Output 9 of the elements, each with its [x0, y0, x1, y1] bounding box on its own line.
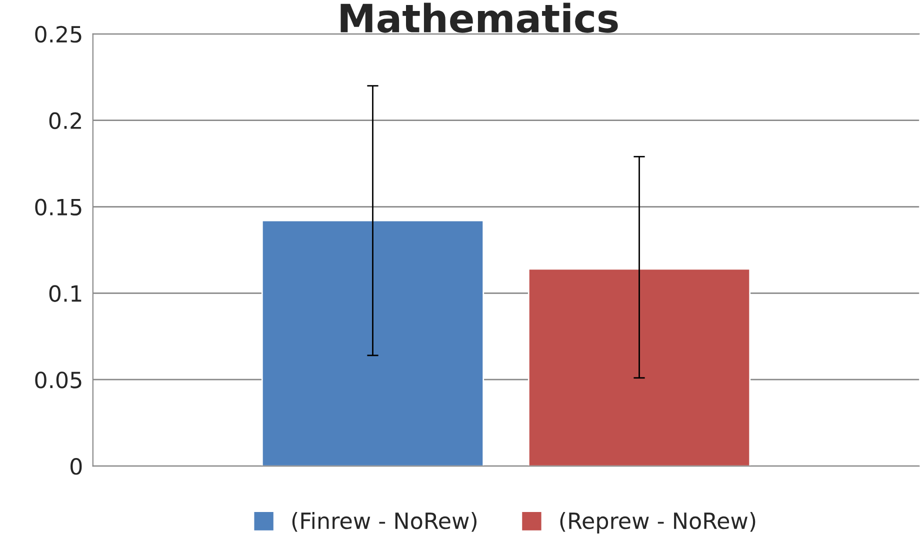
legend-label: (Reprew - NoRew): [560, 512, 756, 534]
y-tick-label: 0.15: [35, 198, 82, 216]
y-tick-label: 0.1: [49, 285, 82, 302]
y-tick-label: 0.05: [35, 372, 82, 388]
y-tick-label: 0: [70, 458, 82, 475]
chart-title: Mathematics: [340, 2, 618, 33]
legend-label: (Finrew - NoRew): [292, 512, 476, 532]
y-tick-label: 0.2: [49, 112, 81, 130]
y-tick-label: 0.25: [35, 26, 82, 43]
